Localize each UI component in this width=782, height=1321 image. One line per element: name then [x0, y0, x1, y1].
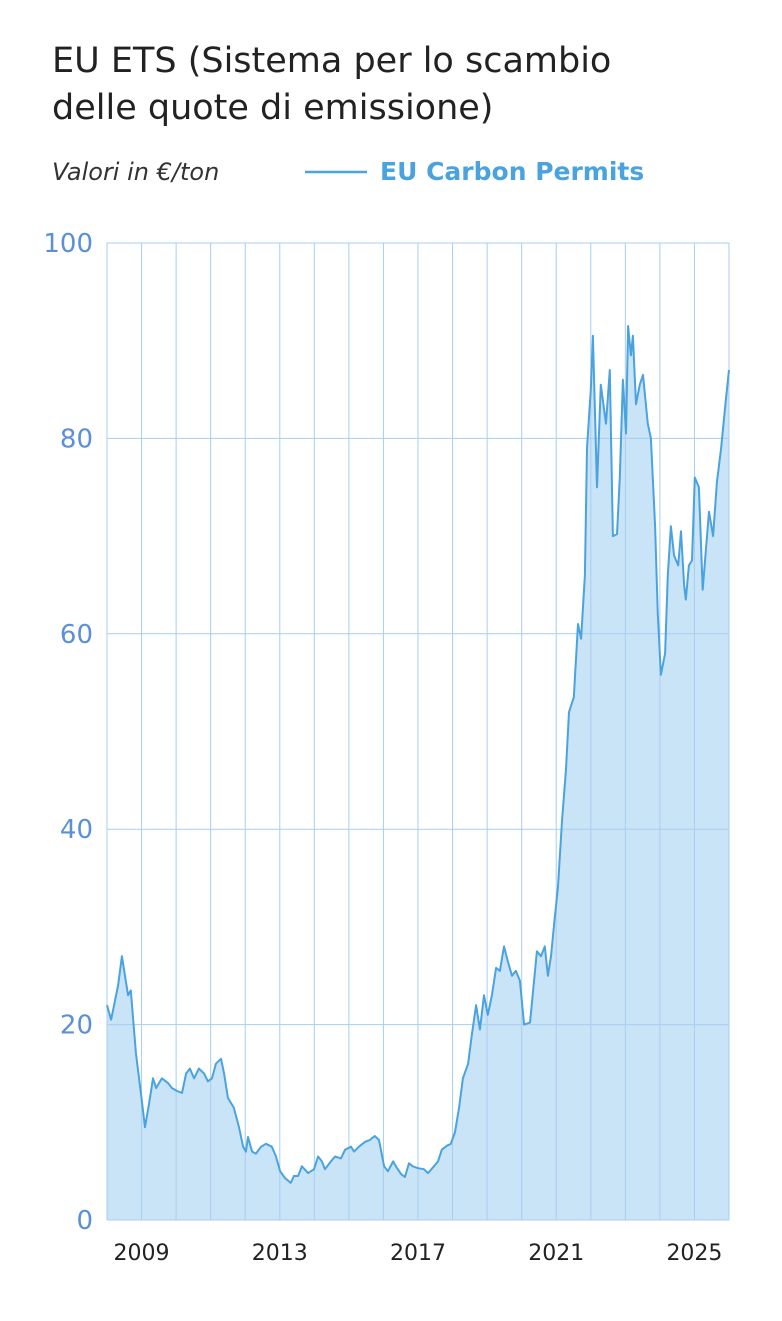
y-tick-label: 40 [60, 815, 93, 845]
x-tick-label: 2013 [252, 1241, 308, 1266]
chart-title: EU ETS (Sistema per lo scambio [52, 41, 611, 81]
x-tick-label: 2009 [114, 1241, 170, 1266]
y-tick-label: 80 [60, 424, 93, 454]
y-tick-label: 0 [76, 1206, 93, 1236]
chart-subtitle: Valori in €/ton [52, 158, 219, 186]
x-tick-label: 2021 [528, 1241, 584, 1266]
y-tick-label: 20 [60, 1011, 93, 1041]
area-fill [107, 326, 729, 1220]
chart-title: delle quote di emissione) [52, 88, 493, 128]
y-tick-label: 100 [43, 229, 93, 259]
x-tick-label: 2025 [666, 1241, 722, 1266]
x-tick-label: 2017 [390, 1241, 446, 1266]
legend-label: EU Carbon Permits [380, 157, 644, 186]
line [106, 325, 730, 1184]
y-tick-label: 60 [60, 620, 93, 650]
